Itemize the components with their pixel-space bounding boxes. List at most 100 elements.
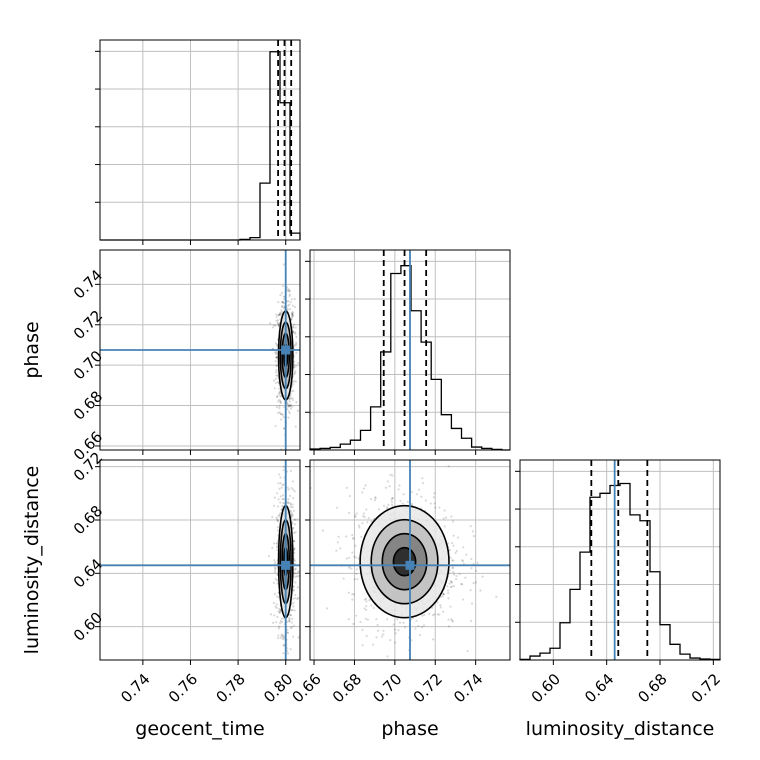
- panel-geocent-time-vs-phase-point: [276, 395, 279, 399]
- xtick-label-phase: 0.70: [369, 670, 405, 706]
- panel-phase-vs-luminosity-distance-point: [469, 525, 472, 528]
- panel-phase-vs-luminosity-distance-point: [374, 496, 377, 499]
- panel-geocent-time-vs-phase-point: [281, 300, 284, 304]
- panel-geocent-time-vs-phase-point: [293, 305, 296, 309]
- panel-geocent-time-vs-luminosity-distance-point: [273, 592, 276, 595]
- panel-phase-vs-luminosity-distance-point: [390, 498, 393, 501]
- panel-phase-vs-luminosity-distance-point: [365, 608, 368, 612]
- panel-geocent-time-vs-luminosity-distance-point: [286, 628, 289, 632]
- panel-geocent-time-vs-phase-point: [274, 351, 277, 355]
- panel-geocent-time-vs-luminosity-distance-point: [277, 634, 280, 637]
- panel-geocent-time-vs-phase-point: [272, 379, 275, 382]
- panel-geocent-time-vs-phase-point: [293, 372, 296, 375]
- panel-geocent-time-vs-phase-point: [279, 394, 282, 398]
- panel-geocent-time-vs-luminosity-distance-point: [279, 622, 282, 625]
- panel-geocent-time-vs-luminosity-distance-point: [293, 571, 296, 574]
- panel-geocent-time-vs-phase-point: [290, 311, 294, 314]
- panel-geocent-time-vs-luminosity-distance-point: [294, 567, 297, 570]
- panel-phase-vs-luminosity-distance-point: [348, 494, 351, 498]
- panel-geocent-time-vs-phase-point: [277, 411, 280, 415]
- panel-geocent-time-vs-luminosity-distance-point: [277, 473, 281, 476]
- panel-geocent-time-vs-phase-point: [294, 365, 297, 368]
- panel-geocent-time-vs-phase-point: [279, 312, 282, 315]
- panel-phase-vs-luminosity-distance-point: [361, 522, 364, 525]
- panel-phase-vs-luminosity-distance-point: [433, 492, 436, 495]
- hist-luminosity-distance-frame: [519, 459, 721, 661]
- panel-phase-vs-luminosity-distance-point: [370, 604, 373, 607]
- panel-geocent-time-vs-luminosity-distance-point: [276, 582, 279, 585]
- panel-phase-vs-luminosity-distance-point: [448, 569, 452, 572]
- panel-phase-vs-luminosity-distance-point: [455, 549, 458, 553]
- panel-geocent-time-vs-phase-point: [279, 312, 282, 315]
- panel-phase-vs-luminosity-distance-point: [361, 628, 364, 632]
- panel-geocent-time-vs-luminosity-distance-point: [278, 487, 281, 490]
- panel-geocent-time-vs-luminosity-distance-point: [287, 488, 290, 491]
- panel-geocent-time-vs-phase-point: [281, 413, 285, 416]
- panel-phase-vs-luminosity-distance-point: [450, 581, 454, 584]
- panel-geocent-time-vs-luminosity-distance-point: [280, 486, 283, 489]
- panel-geocent-time-vs-luminosity-distance-point: [289, 509, 292, 512]
- panel-geocent-time-vs-phase-point: [274, 350, 277, 353]
- panel-geocent-time-vs-phase-point: [281, 305, 284, 309]
- panel-geocent-time-vs-phase-point: [288, 290, 291, 293]
- panel-geocent-time-vs-phase-point: [295, 351, 298, 354]
- panel-geocent-time-vs-luminosity-distance-point: [290, 621, 293, 624]
- panel-geocent-time-vs-luminosity-distance-point: [282, 652, 285, 655]
- panel-phase-vs-luminosity-distance-point: [479, 589, 482, 592]
- panel-geocent-time-vs-luminosity-distance-point: [297, 596, 300, 600]
- panel-phase-vs-luminosity-distance-point: [396, 618, 399, 621]
- panel-geocent-time-vs-luminosity-distance-point: [278, 625, 281, 628]
- panel-geocent-time-vs-luminosity-distance-point: [288, 618, 291, 621]
- xlabel-luminosity-distance: luminosity_distance: [526, 718, 715, 740]
- panel-phase-vs-luminosity-distance-point: [421, 626, 424, 629]
- panel-phase-vs-luminosity-distance-point: [445, 516, 448, 519]
- panel-geocent-time-vs-luminosity-distance-point: [283, 635, 286, 638]
- panel-geocent-time-vs-luminosity-distance-point: [292, 597, 295, 600]
- panel-phase-vs-luminosity-distance-point: [442, 593, 446, 596]
- panel-geocent-time-vs-luminosity-distance-point: [279, 476, 282, 479]
- panel-phase-vs-luminosity-distance-point: [446, 585, 449, 588]
- panel-geocent-time-vs-phase-point: [289, 407, 293, 410]
- panel-geocent-time-vs-phase-point: [295, 335, 298, 338]
- panel-phase-vs-luminosity-distance-point: [452, 544, 455, 547]
- panel-geocent-time-vs-phase-point: [275, 315, 278, 319]
- panel-phase-vs-luminosity-distance-point: [423, 613, 426, 616]
- panel-phase-vs-luminosity-distance-point: [364, 484, 367, 487]
- panel-geocent-time-vs-luminosity-distance-point: [291, 617, 294, 620]
- panel-geocent-time-vs-phase-point: [279, 293, 282, 297]
- panel-geocent-time-vs-phase-point: [275, 356, 278, 359]
- panel-phase-vs-luminosity-distance-point: [355, 512, 358, 515]
- ylabel-luminosity-distance: luminosity_distance: [21, 466, 43, 655]
- panel-geocent-time-vs-luminosity-distance-point: [275, 603, 278, 606]
- panel-geocent-time-vs-phase-point: [287, 404, 290, 407]
- panel-geocent-time-vs-phase-point: [287, 288, 290, 291]
- panel-geocent-time-vs-luminosity-distance-point: [276, 542, 279, 545]
- panel-geocent-time-vs-luminosity-distance-point: [296, 586, 299, 589]
- panel-phase-vs-luminosity-distance-point: [357, 524, 361, 527]
- panel-phase-vs-luminosity-distance-point: [369, 497, 373, 501]
- panel-geocent-time-vs-luminosity-distance-point: [294, 575, 297, 578]
- panel-geocent-time-vs-luminosity-distance-point: [288, 619, 291, 622]
- panel-phase-vs-luminosity-distance-frame: [309, 459, 511, 661]
- panel-phase-vs-luminosity-distance-point: [410, 502, 413, 505]
- panel-geocent-time-vs-phase-point: [277, 324, 280, 327]
- panel-geocent-time-vs-phase-point: [288, 289, 291, 292]
- panel-geocent-time-vs-phase-point: [291, 304, 294, 307]
- panel-geocent-time-vs-phase-point: [292, 389, 295, 392]
- panel-geocent-time-vs-phase-point: [290, 316, 294, 319]
- panel-geocent-time-vs-luminosity-distance-point: [289, 502, 292, 505]
- panel-phase-vs-luminosity-distance-point: [370, 520, 373, 523]
- panel-geocent-time-vs-luminosity-distance-point: [288, 620, 291, 623]
- panel-phase-vs-luminosity-distance-point: [347, 566, 351, 569]
- panel-geocent-time-vs-luminosity-distance-point: [271, 546, 274, 550]
- panel-phase-vs-luminosity-distance-point: [336, 506, 339, 509]
- panel-geocent-time-vs-phase-point: [292, 383, 295, 386]
- panel-phase-vs-luminosity-distance-point: [382, 504, 386, 507]
- panel-geocent-time-vs-phase-point: [271, 326, 275, 329]
- panel-geocent-time-vs-phase-point: [295, 341, 298, 345]
- panel-phase-vs-luminosity-distance-point: [355, 572, 358, 576]
- panel-geocent-time-vs-luminosity-distance-point: [294, 593, 297, 597]
- panel-phase-vs-luminosity-distance-point: [433, 613, 436, 616]
- panel-geocent-time-vs-luminosity-distance-point: [280, 508, 283, 511]
- panel-geocent-time-vs-phase-point: [275, 343, 279, 346]
